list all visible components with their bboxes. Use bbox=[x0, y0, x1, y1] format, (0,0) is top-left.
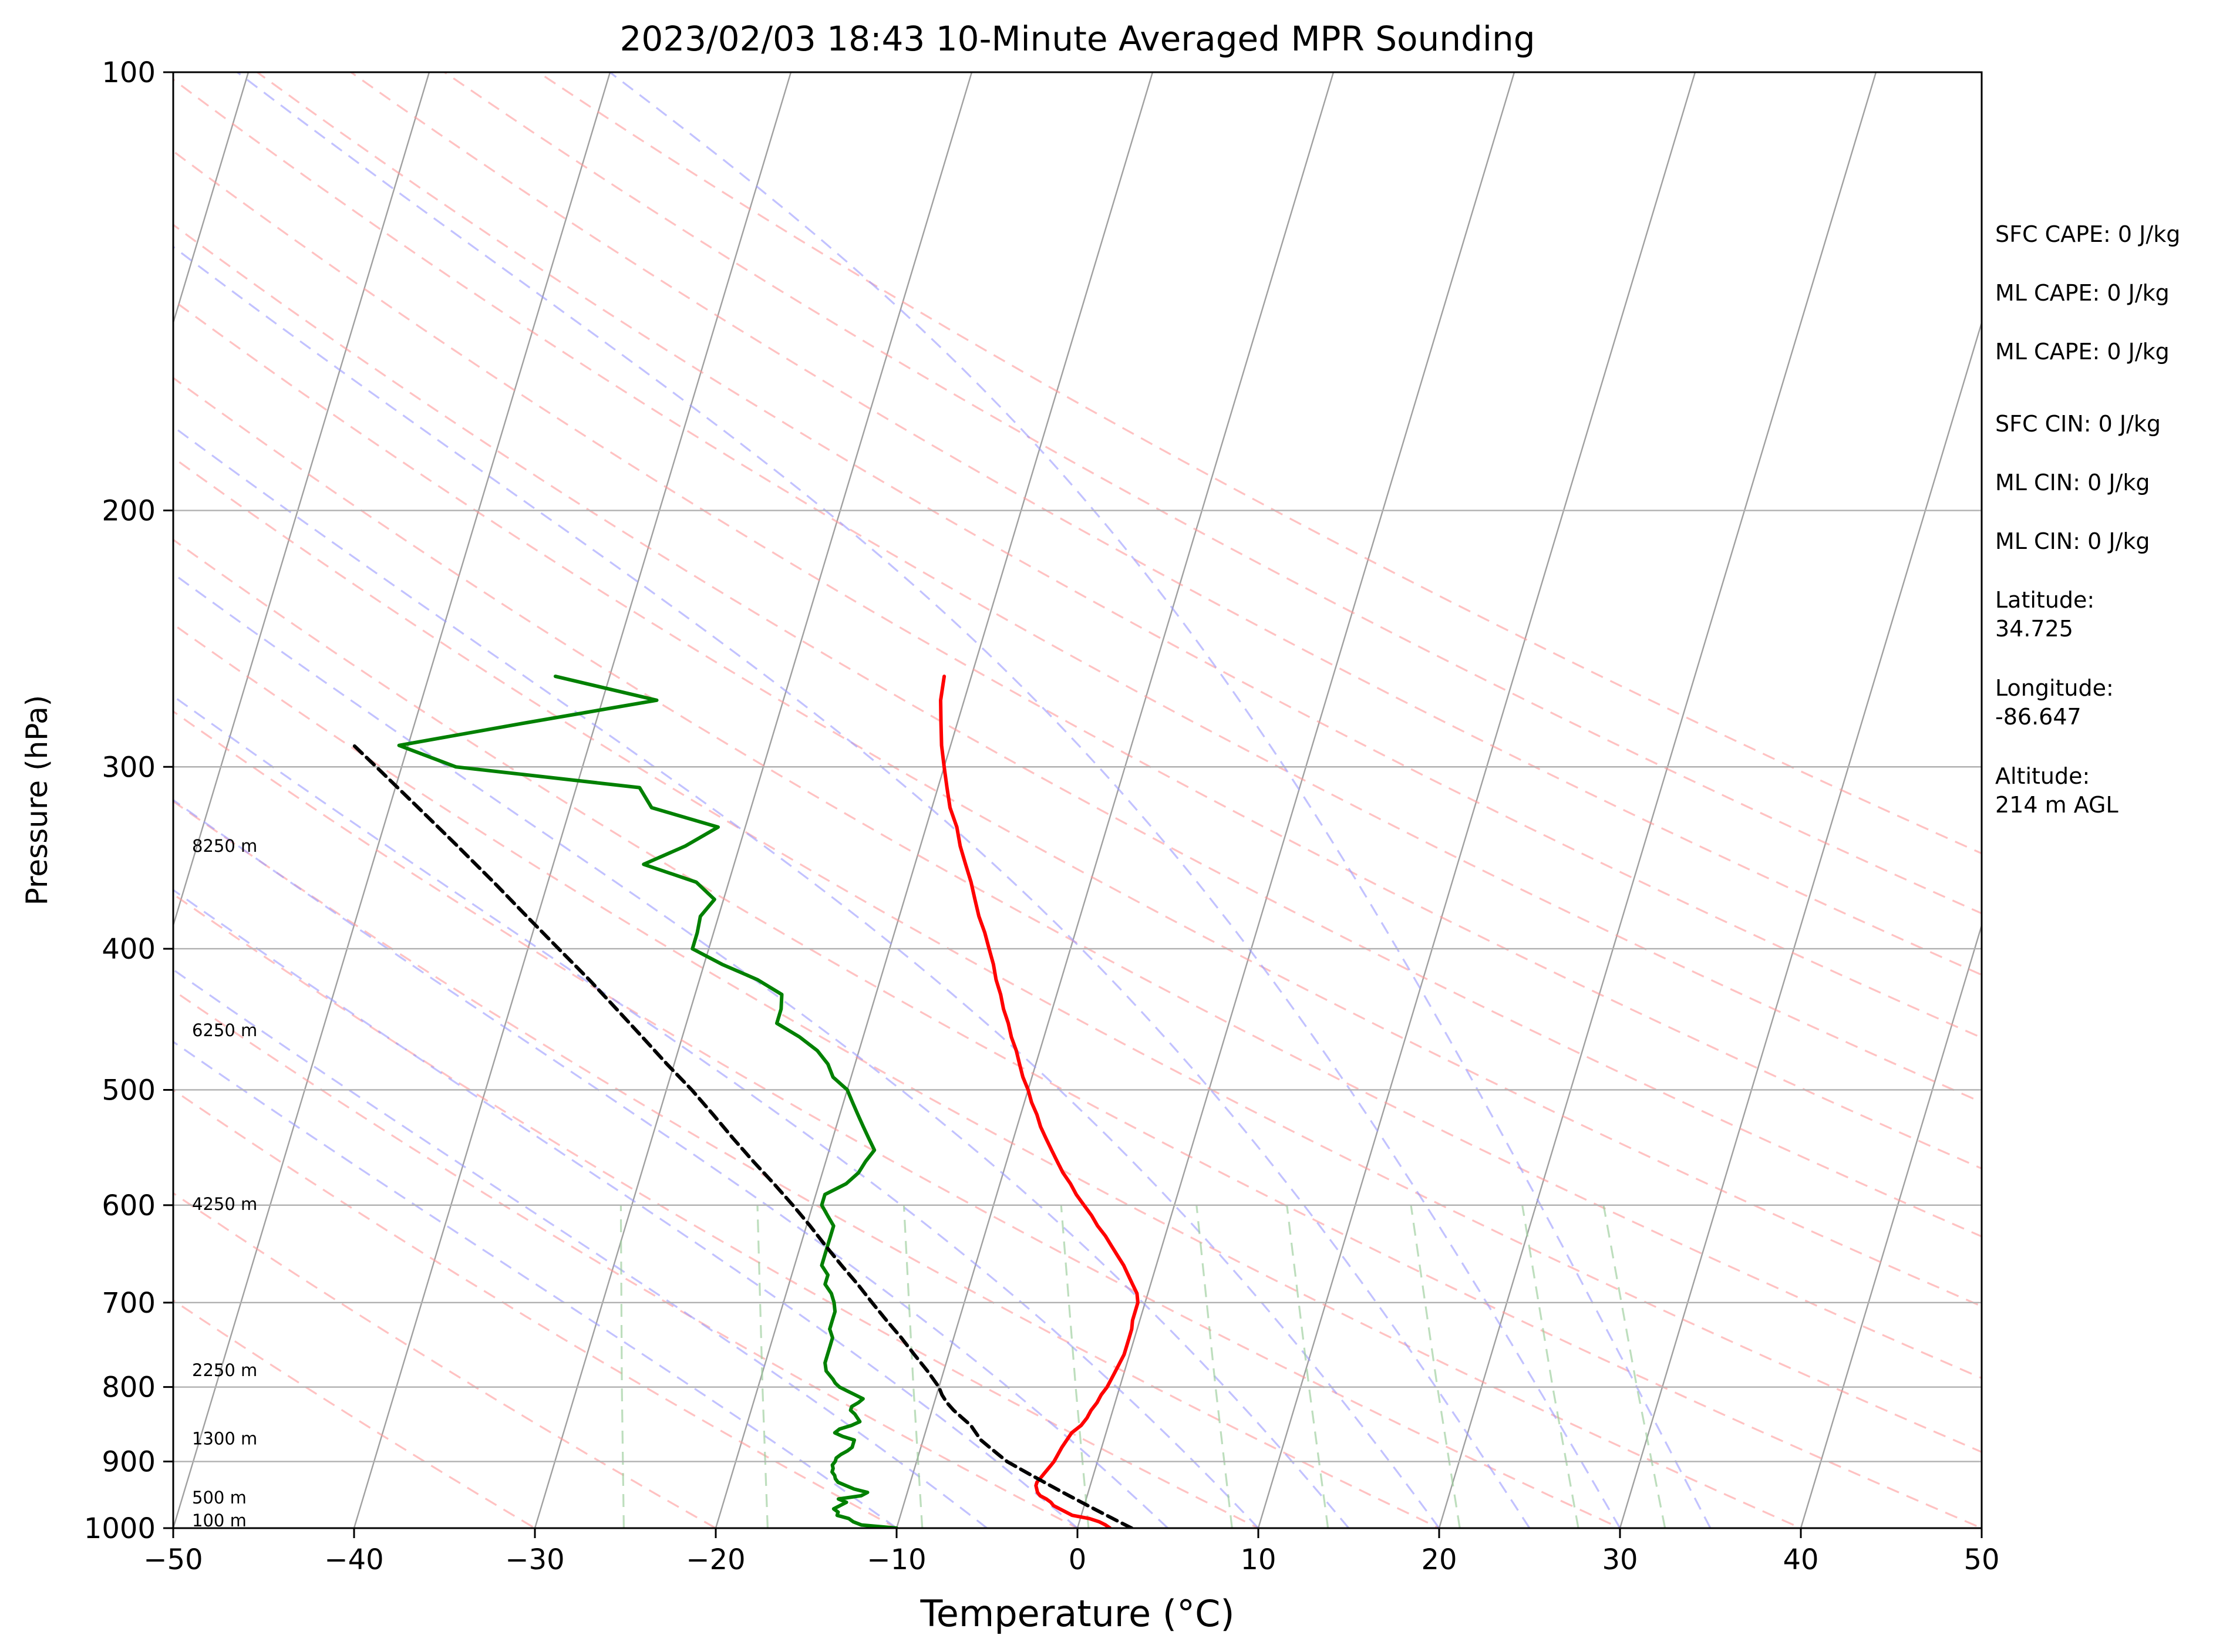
height-label: 8250 m bbox=[192, 836, 257, 856]
info-panel-line: 214 m AGL bbox=[1995, 792, 2118, 818]
y-tick-label: 700 bbox=[102, 1287, 156, 1320]
x-tick-label: 20 bbox=[1421, 1543, 1457, 1576]
height-label: 2250 m bbox=[192, 1360, 257, 1380]
height-label: 6250 m bbox=[192, 1020, 257, 1040]
y-tick-label: 300 bbox=[102, 751, 156, 784]
height-label: 1300 m bbox=[192, 1429, 257, 1449]
x-tick-label: −40 bbox=[324, 1543, 383, 1576]
x-tick-label: −30 bbox=[505, 1543, 564, 1576]
x-axis-label: Temperature (°C) bbox=[919, 1592, 1234, 1635]
y-axis-label: Pressure (hPa) bbox=[20, 695, 54, 906]
x-tick-label: −10 bbox=[867, 1543, 926, 1576]
info-panel-entry: ML CIN: 0 J/kg bbox=[1995, 528, 2150, 554]
x-tick-label: −20 bbox=[686, 1543, 745, 1576]
x-tick-label: −50 bbox=[143, 1543, 203, 1576]
y-tick-label: 400 bbox=[102, 933, 156, 966]
x-tick-label: 0 bbox=[1069, 1543, 1087, 1576]
info-panel-line: 34.725 bbox=[1995, 616, 2073, 642]
info-panel-entry: SFC CAPE: 0 J/kg bbox=[1995, 221, 2180, 247]
info-panel-line: ML CIN: 0 J/kg bbox=[1995, 528, 2150, 554]
x-tick-label: 30 bbox=[1602, 1543, 1638, 1576]
y-tick-label: 800 bbox=[102, 1371, 156, 1404]
x-tick-label: 10 bbox=[1240, 1543, 1276, 1576]
chart-title: 2023/02/03 18:43 10-Minute Averaged MPR … bbox=[619, 19, 1535, 59]
info-panel-entry: ML CAPE: 0 J/kg bbox=[1995, 339, 2170, 365]
info-panel-entry: SFC CIN: 0 J/kg bbox=[1995, 411, 2161, 437]
x-tick-label: 40 bbox=[1783, 1543, 1818, 1576]
y-tick-label: 200 bbox=[102, 495, 156, 528]
y-tick-label: 600 bbox=[102, 1189, 156, 1222]
height-label: 4250 m bbox=[192, 1194, 257, 1214]
info-panel-line: Longitude: bbox=[1995, 675, 2114, 701]
info-panel-line: SFC CIN: 0 J/kg bbox=[1995, 411, 2161, 437]
info-panel-line: ML CIN: 0 J/kg bbox=[1995, 470, 2150, 495]
info-panel-line: ML CAPE: 0 J/kg bbox=[1995, 280, 2170, 306]
info-panel-line: ML CAPE: 0 J/kg bbox=[1995, 339, 2170, 365]
info-panel-line: Altitude: bbox=[1995, 763, 2090, 789]
info-panel-line: -86.647 bbox=[1995, 704, 2081, 730]
info-panel-entry: ML CAPE: 0 J/kg bbox=[1995, 280, 2170, 306]
info-panel-entry: ML CIN: 0 J/kg bbox=[1995, 470, 2150, 495]
y-tick-label: 1000 bbox=[84, 1512, 156, 1545]
height-label: 500 m bbox=[192, 1488, 247, 1508]
info-panel-line: SFC CAPE: 0 J/kg bbox=[1995, 221, 2180, 247]
info-panel-line: Latitude: bbox=[1995, 587, 2094, 613]
y-tick-label: 100 bbox=[102, 56, 156, 89]
x-tick-label: 50 bbox=[1963, 1543, 1999, 1576]
y-tick-label: 900 bbox=[102, 1446, 156, 1479]
y-tick-label: 500 bbox=[102, 1074, 156, 1107]
